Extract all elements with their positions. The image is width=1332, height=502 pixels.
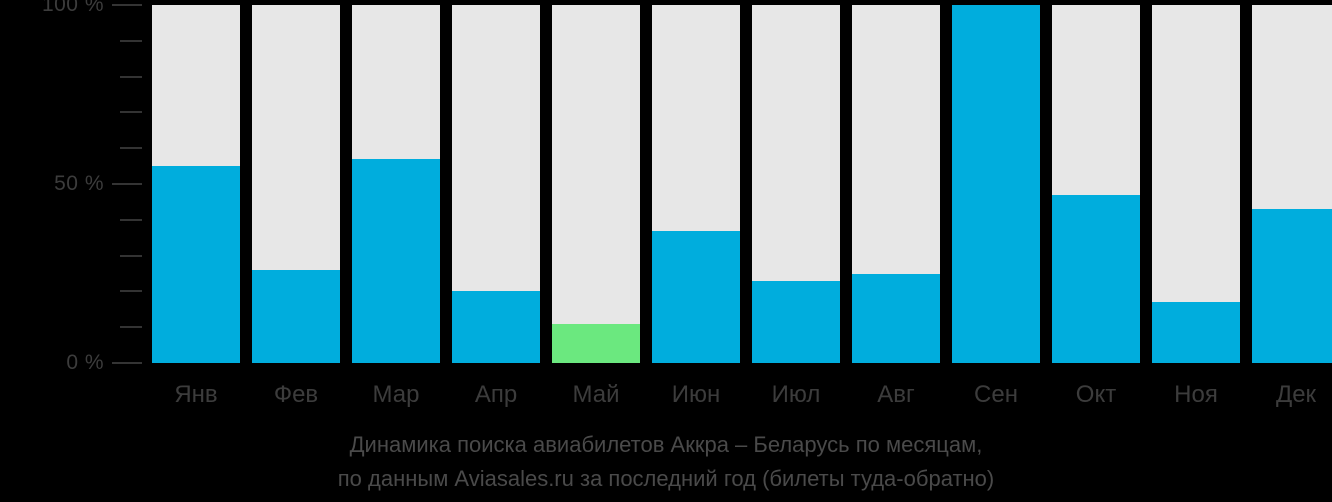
y-axis-major-tick [112,362,142,364]
bar-fill [852,273,940,363]
x-axis-month-label: Ноя [1174,381,1218,408]
x-axis-month-label: Май [572,381,620,408]
y-axis-minor-tick [120,75,142,78]
bar-fill [652,230,740,363]
bar-fill [752,280,840,363]
y-axis-minor-tick [120,147,142,150]
x-axis-month-label: Июл [771,381,821,408]
y-axis-label: 50 % [54,172,104,195]
bar-fill [1052,194,1140,363]
bar-fill [252,269,340,363]
bar-column[interactable] [152,5,240,363]
bar-column[interactable] [352,5,440,363]
bar-track [552,5,640,363]
bar-column[interactable] [252,5,340,363]
y-axis-minor-tick [120,39,142,42]
y-axis-label: 100 % [41,0,104,16]
bar-series [152,0,1332,368]
chart-caption: Динамика поиска авиабилетов Аккра – Бела… [0,428,1332,496]
bar-fill [1152,302,1240,363]
bar-fill [352,158,440,363]
x-axis-month-label: Окт [1075,381,1117,408]
x-axis-month-label: Авг [877,381,915,408]
x-axis-month-label: Дек [1275,381,1317,408]
plot-area: 100 % 50 % 0 % [0,0,1332,374]
y-axis-minor-tick [120,326,142,329]
bar-column[interactable] [752,5,840,363]
bar-column[interactable] [952,5,1040,363]
y-axis-label: 0 % [66,351,104,374]
bar-column[interactable] [1052,5,1140,363]
x-axis-month-labels: Янв Фев Мар Апр Май Июн Июл Авг Сен Окт Ноя Дек [152,378,1332,416]
bar-column[interactable] [852,5,940,363]
x-axis-month-label: Июн [671,381,721,408]
x-axis-month-label: Мар [372,381,420,408]
y-axis-minor-tick [120,111,142,114]
y-axis: 100 % 50 % 0 % [0,0,152,374]
x-axis-month-label: Янв [174,381,218,408]
bar-column[interactable] [452,5,540,363]
y-axis-minor-tick [120,254,142,257]
x-axis-month-label: Апр [474,381,518,408]
x-axis-month-label: Сен [974,381,1018,408]
caption-line-2: по данным Aviasales.ru за последний год … [337,466,995,491]
caption-line-1: Динамика поиска авиабилетов Аккра – Бела… [349,432,983,457]
bar-fill [152,166,240,363]
bar-column[interactable] [1252,5,1332,363]
y-axis-minor-tick [120,290,142,293]
bar-column[interactable] [1152,5,1240,363]
x-axis-month-label: Фев [273,381,319,408]
y-axis-major-tick [112,4,142,6]
bar-column[interactable] [652,5,740,363]
bar-column[interactable] [552,5,640,363]
bar-fill [552,323,640,363]
y-axis-minor-tick [120,218,142,221]
bar-fill [452,291,540,363]
y-axis-major-tick [112,183,142,185]
bar-fill [952,5,1040,363]
bar-fill [1252,209,1332,363]
